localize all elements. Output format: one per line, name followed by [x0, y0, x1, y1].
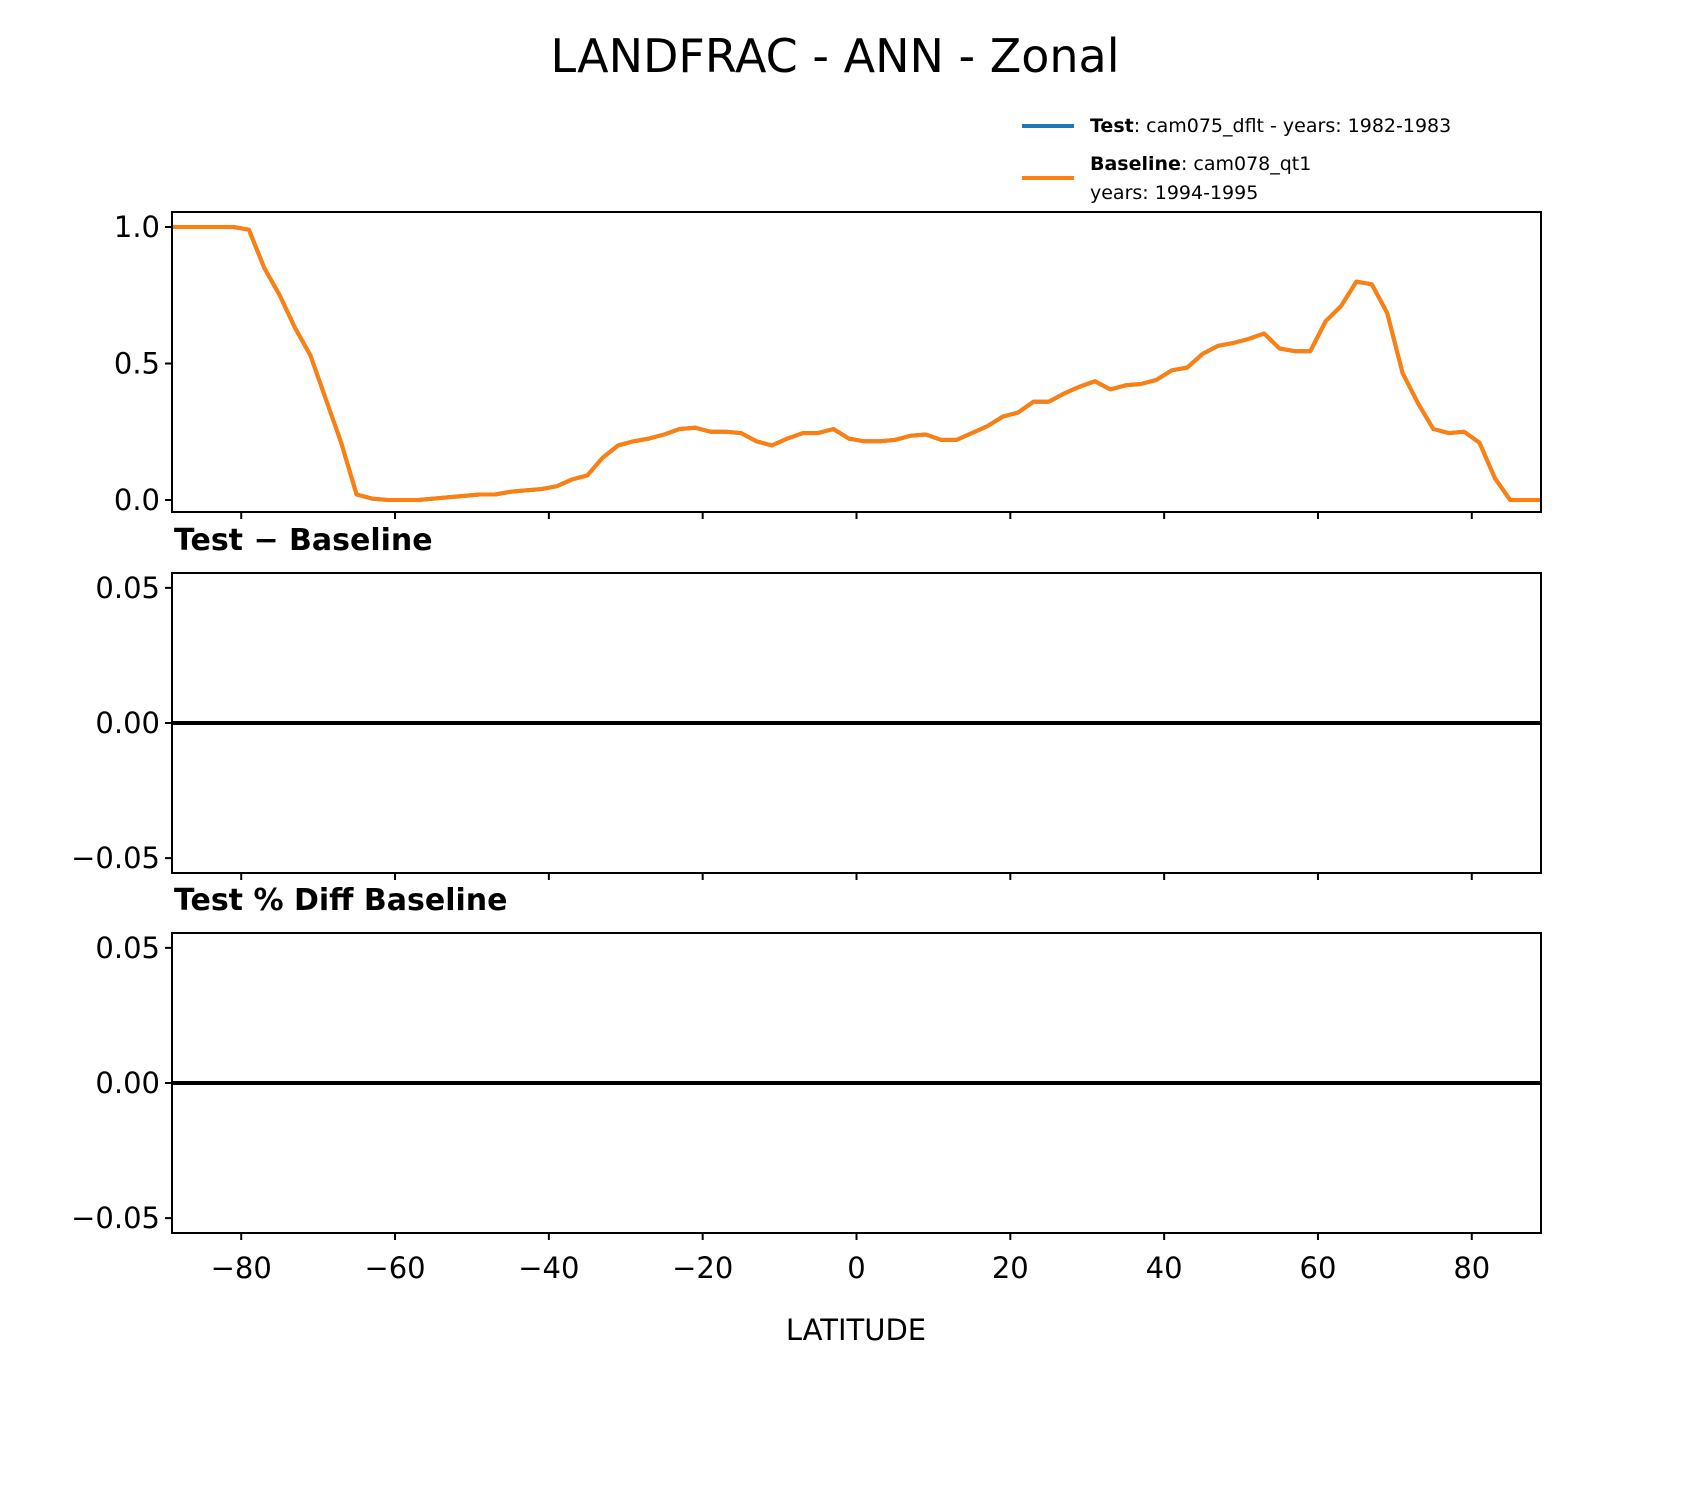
y-tick-label: 0.5 — [114, 347, 160, 381]
axes-frame — [171, 211, 1542, 513]
x-tick-label: 40 — [1146, 1251, 1183, 1285]
y-tick-label: −0.05 — [71, 1201, 160, 1235]
x-tick-label: 80 — [1453, 1251, 1490, 1285]
x-tick-label: −80 — [211, 1251, 272, 1285]
legend-test-text: : cam075_dflt - years: 1982-1983 — [1134, 115, 1452, 137]
svg-text:Baseline: cam078_qt1: Baseline: cam078_qt1 — [1090, 153, 1311, 175]
y-tick-label: 0.00 — [95, 706, 160, 740]
legend-baseline-bold: Baseline — [1090, 153, 1181, 175]
x-tick-label: 0 — [847, 1251, 865, 1285]
legend-baseline-years: years: 1994-1995 — [1090, 182, 1258, 204]
panel2-title: Test − Baseline — [174, 523, 433, 558]
legend-test-bold: Test — [1090, 115, 1134, 137]
y-tick-label: 0.05 — [95, 931, 160, 965]
x-tick-label: −60 — [364, 1251, 425, 1285]
y-tick-label: 1.0 — [114, 210, 160, 244]
chart-title: LANDFRAC - ANN - Zonal — [550, 29, 1119, 83]
x-tick-label: 20 — [992, 1251, 1029, 1285]
y-tick-label: 0.05 — [95, 571, 160, 605]
x-tick-label: −20 — [672, 1251, 733, 1285]
y-tick-label: 0.00 — [95, 1066, 160, 1100]
panel3-title: Test % Diff Baseline — [174, 883, 508, 918]
svg-text:Test: cam075_dflt - years: 198: Test: cam075_dflt - years: 1982-1983 — [1090, 115, 1451, 137]
y-tick-label: −0.05 — [71, 841, 160, 875]
series-line-baseline — [172, 225, 1541, 502]
x-tick-label: 60 — [1300, 1251, 1337, 1285]
y-tick-label: 0.0 — [114, 483, 160, 517]
x-axis-label: LATITUDE — [786, 1313, 926, 1347]
legend: Test: cam075_dflt - years: 1982-1983 Bas… — [1022, 115, 1451, 204]
x-tick-label: −40 — [518, 1251, 579, 1285]
legend-baseline-text: : cam078_qt1 — [1181, 153, 1311, 175]
chart-marks: 0.0 0.5 1.0 −0.05 0.00 0.05 −0.05 0.00 0.05 −80 −6… — [71, 210, 1542, 1285]
series-line-test — [172, 225, 1541, 502]
axes-frame — [171, 932, 1542, 1234]
axes-frame — [171, 572, 1542, 874]
